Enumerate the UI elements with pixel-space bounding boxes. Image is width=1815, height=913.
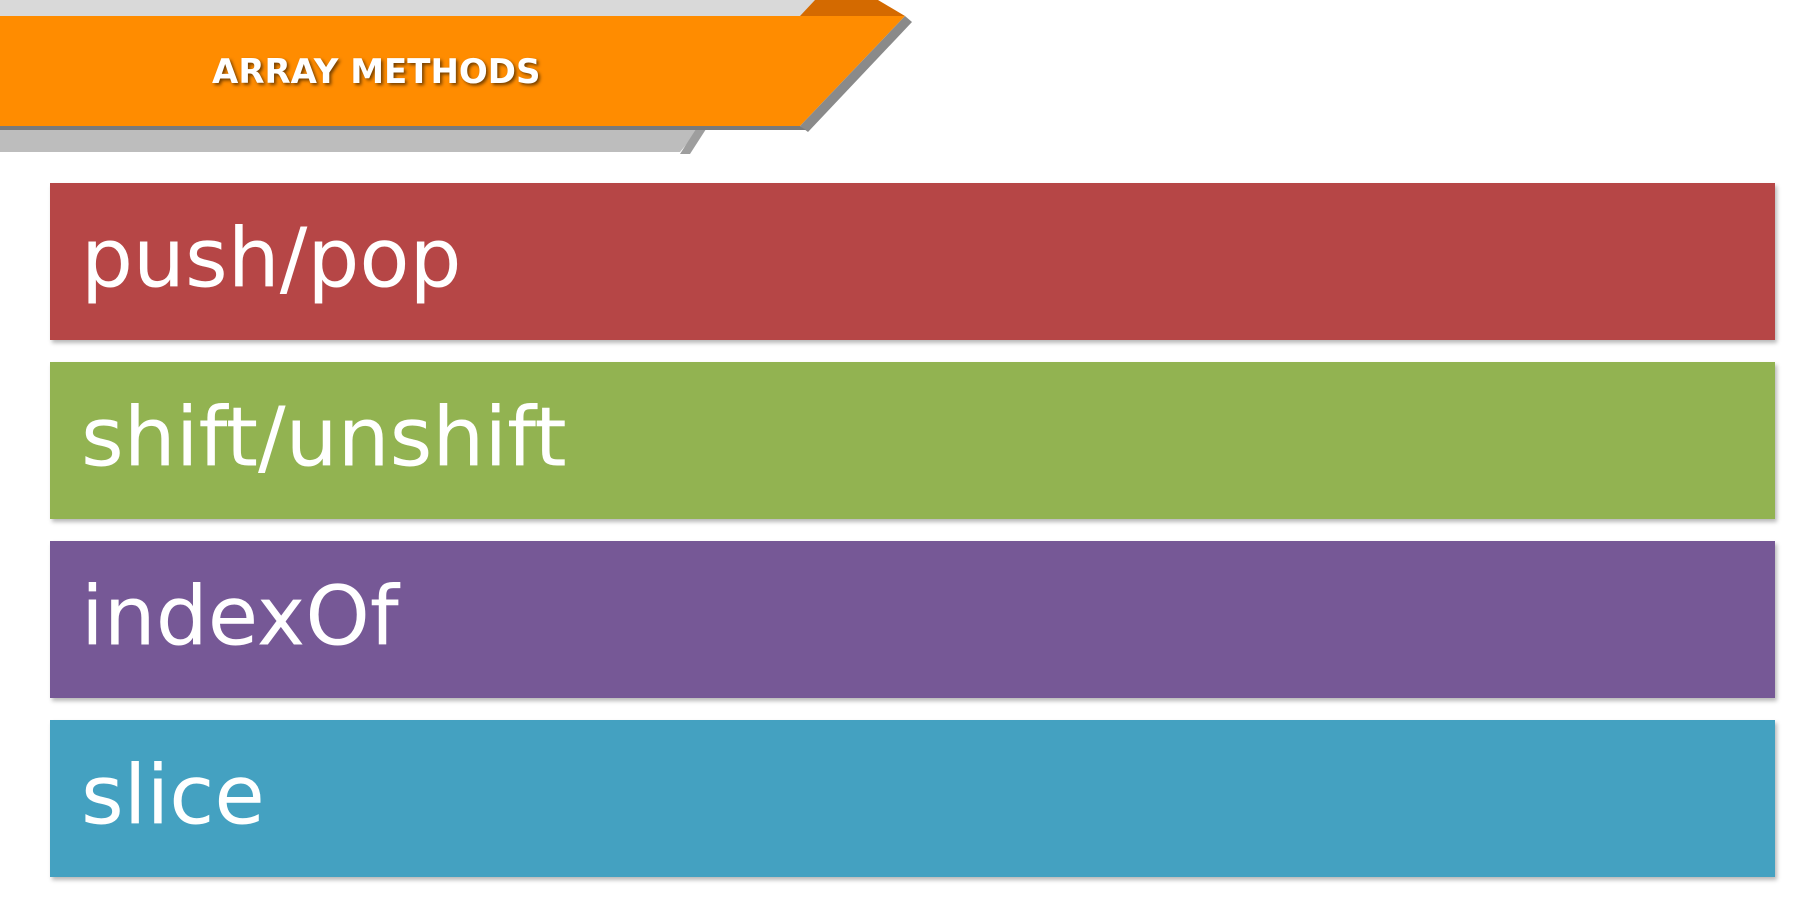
- banner-shadow-edge: [680, 126, 708, 154]
- title-banner: ARRAY METHODS: [0, 0, 920, 160]
- method-label: indexOf: [81, 569, 399, 665]
- methods-list: push/pop shift/unshift indexOf slice: [50, 183, 1775, 899]
- banner-shadow: [0, 128, 700, 152]
- banner-top-strip: [0, 0, 830, 16]
- banner-corner-flap: [800, 0, 905, 16]
- method-label: slice: [81, 748, 265, 844]
- banner-main: [0, 16, 905, 126]
- method-bar-shift-unshift: shift/unshift: [50, 362, 1775, 519]
- banner-shape: [0, 0, 912, 154]
- banner-bevel: [800, 16, 912, 132]
- method-label: shift/unshift: [81, 390, 567, 486]
- method-label: push/pop: [81, 211, 462, 307]
- method-bar-push-pop: push/pop: [50, 183, 1775, 340]
- method-bar-indexof: indexOf: [50, 541, 1775, 698]
- banner-bottom-edge: [0, 126, 806, 130]
- page-title: ARRAY METHODS: [212, 52, 541, 92]
- method-bar-slice: slice: [50, 720, 1775, 877]
